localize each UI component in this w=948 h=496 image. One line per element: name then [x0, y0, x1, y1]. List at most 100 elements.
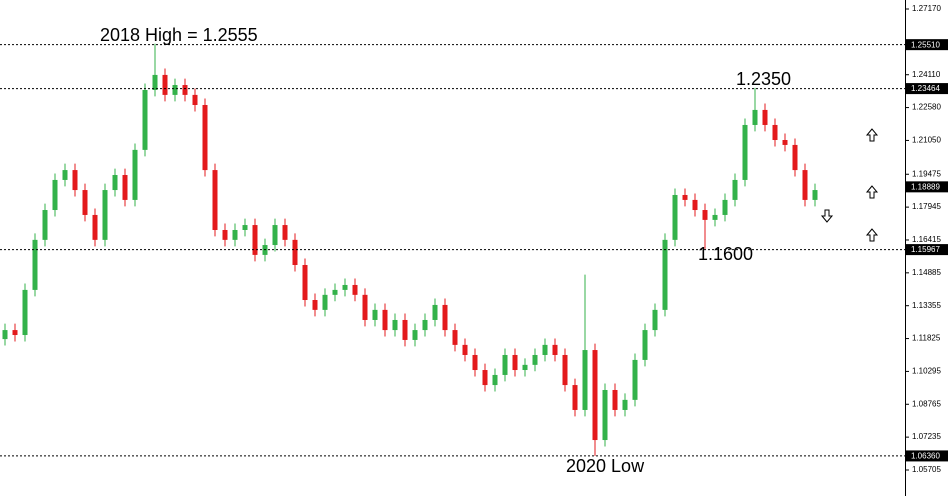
candle-body — [122, 175, 128, 200]
candle-body — [732, 179, 738, 200]
candle-body — [762, 109, 768, 125]
candles — [2, 43, 818, 456]
y-tick-label: 1.08765 — [912, 399, 941, 408]
candle-body — [672, 194, 678, 240]
annotation: 1.1600 — [698, 244, 753, 264]
candle-body — [152, 74, 158, 90]
candle-body — [642, 330, 648, 360]
candle-body — [532, 354, 538, 365]
level-label-box — [906, 244, 948, 256]
candle-body — [462, 344, 468, 355]
y-tick-label: 1.05705 — [912, 465, 941, 474]
candle-body — [232, 229, 238, 240]
candle-body — [402, 319, 408, 340]
candle-body — [542, 344, 548, 355]
candle-body — [372, 309, 378, 320]
candle-body — [32, 239, 38, 290]
level-label: 1.25510 — [911, 40, 940, 49]
candle-body — [652, 309, 658, 331]
y-tick-label: 1.16415 — [912, 235, 941, 244]
candle-body — [292, 239, 298, 265]
candle-body — [112, 175, 118, 191]
candle-body — [62, 170, 68, 180]
down-arrow — [820, 209, 834, 223]
candle-body — [22, 289, 28, 336]
candle-body — [92, 214, 98, 240]
candle-body — [492, 374, 498, 386]
candle-body — [182, 85, 188, 95]
candle-body — [512, 354, 518, 371]
level-label-box — [906, 83, 948, 95]
y-tick-label: 1.19475 — [912, 169, 941, 178]
candle-body — [472, 354, 478, 371]
candle-body — [662, 239, 668, 310]
candle-body — [342, 284, 348, 290]
candle-body — [222, 229, 228, 240]
candle-body — [772, 124, 778, 141]
candle-body — [792, 144, 798, 171]
candle-body — [562, 354, 568, 386]
candle-body — [522, 364, 528, 371]
level-label: 1.15967 — [911, 245, 940, 254]
candle-body — [12, 330, 18, 336]
annotation: 1.2350 — [736, 69, 791, 89]
y-tick-label: 1.10295 — [912, 367, 941, 376]
candle-body — [202, 104, 208, 171]
y-tick-label: 1.11825 — [912, 334, 941, 343]
candle-body — [312, 300, 318, 310]
candle-body — [592, 350, 598, 441]
candle-body — [82, 190, 88, 215]
candle-body — [72, 170, 78, 191]
candle-body — [452, 330, 458, 345]
level-label: 1.23464 — [911, 84, 940, 93]
annotation: 2018 High = 1.2555 — [100, 25, 258, 45]
y-tick-label: 1.24110 — [912, 70, 941, 79]
up-arrow — [865, 228, 879, 242]
candle-body — [682, 194, 688, 200]
y-tick-label: 1.22580 — [912, 103, 941, 112]
candle-body — [482, 370, 488, 386]
candle-body — [412, 330, 418, 340]
y-tick-label: 1.13355 — [912, 301, 941, 310]
candle-body — [782, 140, 788, 145]
candle-body — [802, 170, 808, 200]
candle-body — [272, 225, 278, 246]
candle-body — [332, 289, 338, 295]
y-tick-label: 1.14885 — [912, 268, 941, 277]
y-tick-label: 1.17945 — [912, 202, 941, 211]
candle-body — [702, 210, 708, 220]
level-label: 1.18889 — [911, 182, 940, 191]
y-tick-label: 1.27170 — [912, 4, 941, 13]
candle-body — [302, 264, 308, 301]
candle-body — [622, 399, 628, 410]
candle-body — [722, 199, 728, 215]
candle-body — [392, 319, 398, 331]
candle-body — [352, 284, 358, 295]
level-label-box — [906, 181, 948, 193]
candle-body — [52, 179, 58, 211]
candle-body — [132, 149, 138, 200]
candle-body — [382, 309, 388, 331]
candle-body — [212, 170, 218, 230]
candle-body — [252, 225, 258, 255]
candle-body — [502, 354, 508, 375]
candle-body — [322, 294, 328, 310]
candle-body — [612, 389, 618, 410]
candle-body — [2, 330, 8, 340]
candle-body — [42, 210, 48, 240]
candle-body — [432, 304, 438, 320]
signal-arrows — [820, 128, 879, 242]
candle-body — [442, 304, 448, 331]
candle-body — [742, 124, 748, 180]
candle-body — [632, 359, 638, 400]
candle-body — [422, 319, 428, 331]
level-label: 1.06360 — [911, 452, 940, 461]
candle-body — [172, 85, 178, 95]
candle-body — [712, 214, 718, 220]
candle-body — [582, 350, 588, 410]
candle-body — [242, 225, 248, 230]
candle-body — [362, 294, 368, 320]
